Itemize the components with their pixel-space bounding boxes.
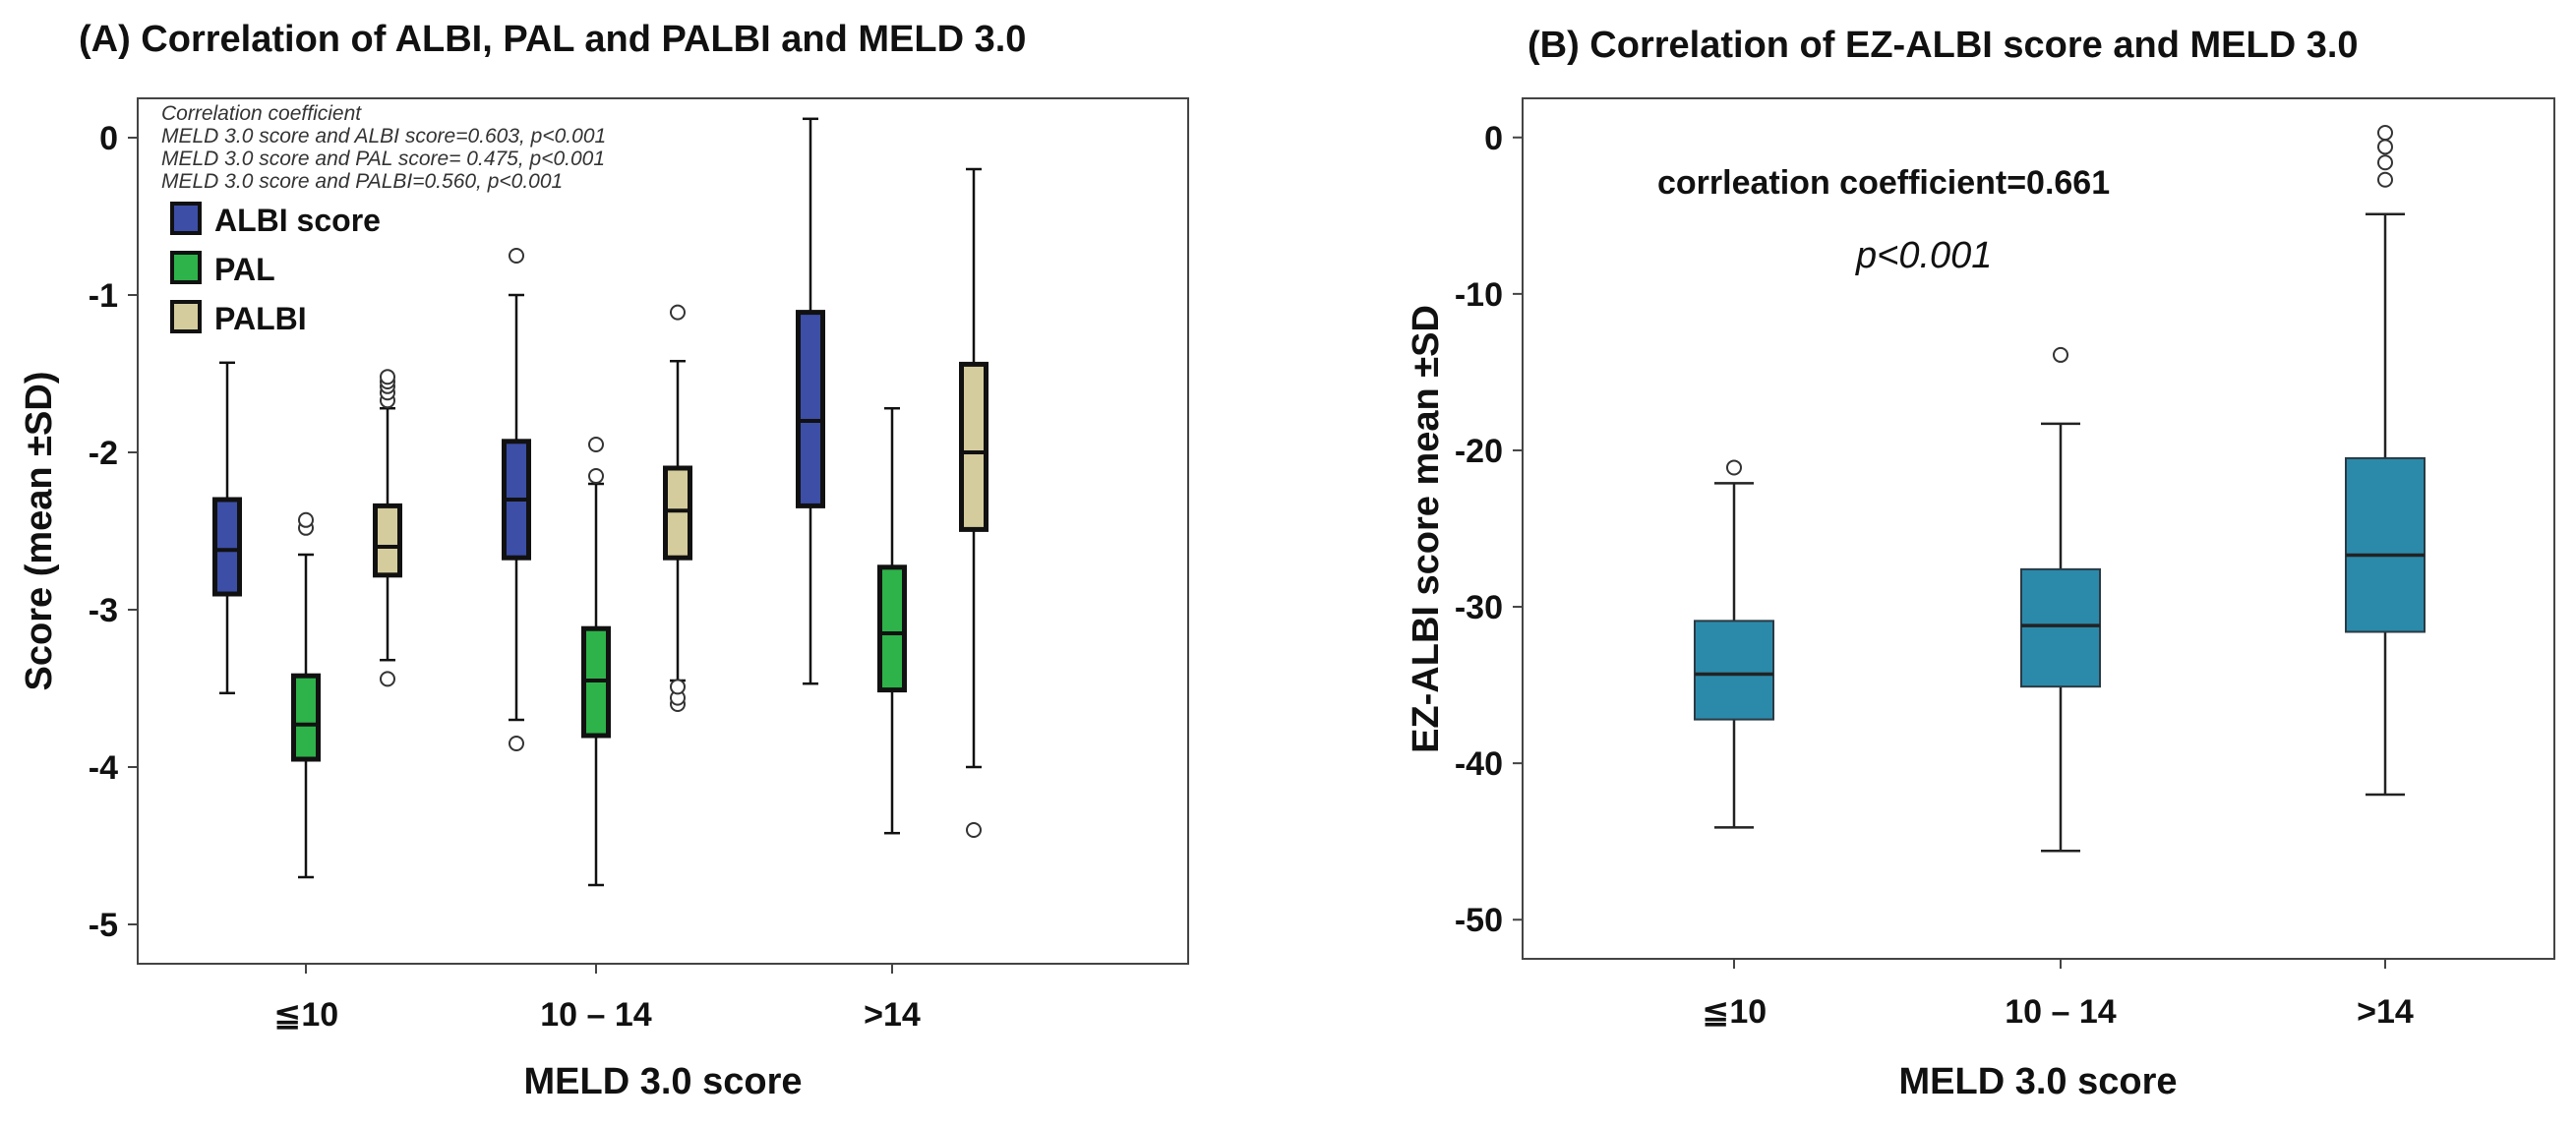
y-tick-label-4: -4	[89, 749, 118, 787]
y-tick-label-5: -5	[89, 907, 118, 944]
panel-b-boxes	[1694, 125, 2426, 853]
panel-a-y-axis: 0 -1 -2 -3 -4 -5	[89, 120, 138, 944]
iqr-box-ez-albi-10	[1694, 620, 1774, 721]
panel-b-title: (B) Correlation of EZ-ALBI score and MEL…	[1528, 25, 2359, 66]
outlier-palbi-10-5	[380, 369, 395, 385]
outlier-palbi-14-0	[966, 822, 982, 838]
outlier-albi-score-10-14-0	[509, 736, 524, 751]
panel-b-plot-frame	[1522, 97, 2555, 960]
outlier-pal-10-14-1	[588, 437, 604, 452]
p-value-annotation: p<0.001	[1855, 235, 1992, 276]
legend-label-pal: PAL	[214, 252, 275, 287]
box-pal-14	[877, 406, 907, 835]
y-tick-label-1: -1	[89, 277, 118, 315]
outlier-pal-10-1	[298, 511, 314, 528]
outlier-palbi-10-14-3	[670, 304, 686, 321]
b-y-tick-label-0: 0	[1484, 120, 1503, 157]
legend-swatch-palbi	[170, 300, 202, 333]
panel-a-title: (A) Correlation of ALBI, PAL and PALBI a…	[79, 19, 1026, 60]
iqr-box-ez-albi-10-14	[2020, 567, 2101, 688]
outlier-ez-albi-14-3	[2377, 125, 2393, 141]
b-y-tick-label-3: -30	[1455, 589, 1503, 626]
y-tick-label-0: 0	[99, 120, 118, 157]
annotation-line-4: MELD 3.0 score and PALBI=0.560, p<0.001	[161, 170, 563, 193]
box-albi-score-10	[212, 361, 242, 695]
outlier-palbi-10-14-2	[670, 679, 686, 695]
iqr-box-albi-score-10	[212, 497, 242, 597]
box-albi-score-14	[796, 117, 825, 685]
b-x-tick-label-10-0: ≦10	[1702, 993, 1767, 1031]
box-palbi-10-14	[663, 304, 692, 712]
iqr-box-pal-14	[877, 564, 907, 693]
y-tick-label-2: -2	[89, 435, 118, 472]
panel-a: (A) Correlation of ALBI, PAL and PALBI a…	[19, 19, 1189, 1102]
iqr-box-albi-score-14	[796, 310, 825, 508]
x-tick-label-14-2: >14	[864, 996, 921, 1034]
outlier-ez-albi-10-14-0	[2053, 346, 2068, 363]
y-tick-label-3: -3	[89, 592, 118, 629]
box-albi-score-10-14	[502, 248, 531, 751]
iqr-box-pal-10	[291, 673, 321, 762]
box-ez-albi-10	[1694, 459, 1774, 829]
panel-b-x-label: MELD 3.0 score	[1899, 1061, 2178, 1102]
box-pal-10-14	[581, 437, 611, 887]
outlier-albi-score-10-14-1	[509, 248, 524, 264]
panel-a-y-label: Score (mean ±SD)	[19, 372, 60, 691]
panel-a-x-label: MELD 3.0 score	[524, 1061, 803, 1102]
b-y-tick-label-5: -50	[1455, 902, 1503, 939]
box-palbi-10	[373, 369, 402, 687]
b-y-tick-label-4: -40	[1455, 745, 1503, 783]
legend-label-palbi: PALBI	[214, 301, 307, 336]
legend-label-albi: ALBI score	[214, 203, 381, 238]
iqr-box-palbi-14	[959, 361, 988, 532]
b-x-tick-label-10-14-1: 10 – 14	[2005, 993, 2117, 1031]
annotation-line-2: MELD 3.0 score and ALBI score=0.603, p<0…	[161, 125, 606, 148]
iqr-box-palbi-10	[373, 503, 402, 578]
panel-a-boxes	[212, 117, 988, 887]
box-pal-10	[291, 511, 321, 879]
b-y-tick-label-2: -20	[1455, 433, 1503, 470]
legend-swatch-pal	[170, 251, 202, 284]
b-y-tick-label-1: -10	[1455, 276, 1503, 314]
panel-a-x-axis: ≦10 10 – 14 >14	[273, 964, 921, 1034]
panel-b-y-axis: 0 -10 -20 -30 -40 -50	[1455, 120, 1523, 939]
panel-b-x-axis: ≦10 10 – 14 >14	[1702, 959, 2414, 1031]
outlier-ez-albi-14-1	[2377, 154, 2393, 171]
panel-b-y-label: EZ-ALBI score mean ±SD	[1406, 305, 1447, 753]
iqr-box-palbi-10-14	[663, 465, 692, 561]
panel-a-annotation: Correlation coefficient MELD 3.0 score a…	[161, 102, 606, 193]
panel-a-plot-frame	[137, 97, 1189, 965]
outlier-ez-albi-14-2	[2377, 139, 2393, 155]
panel-b: (B) Correlation of EZ-ALBI score and MEL…	[1406, 25, 2555, 1102]
box-ez-albi-10-14	[2020, 346, 2101, 853]
box-palbi-14	[959, 167, 988, 838]
x-tick-label-10-14-1: 10 – 14	[540, 996, 652, 1034]
outlier-pal-10-14-0	[588, 468, 604, 484]
outlier-ez-albi-10-0	[1726, 459, 1742, 476]
outlier-ez-albi-14-0	[2377, 171, 2393, 188]
panel-a-legend: ALBI score PAL PALBI	[170, 202, 381, 336]
annotation-line-3: MELD 3.0 score and PAL score= 0.475, p<0…	[161, 148, 605, 170]
correlation-annotation: corrleation coefficient=0.661	[1657, 164, 2110, 202]
x-tick-label-10-0: ≦10	[273, 996, 338, 1034]
b-x-tick-label-14-2: >14	[2357, 993, 2414, 1031]
box-ez-albi-14	[2345, 125, 2426, 797]
outlier-palbi-10-0	[380, 671, 395, 687]
iqr-box-ez-albi-14	[2345, 456, 2426, 633]
annotation-line-1: Correlation coefficient	[161, 102, 362, 125]
legend-swatch-albi	[170, 202, 202, 235]
